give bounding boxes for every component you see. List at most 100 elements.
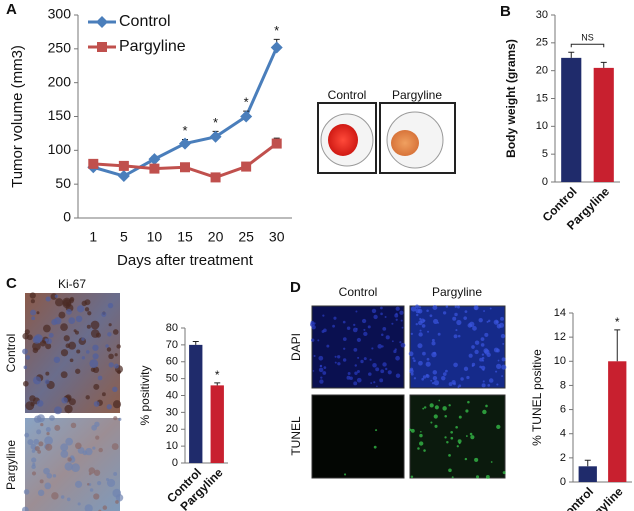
marker [270,41,283,54]
texture-dot [113,416,118,421]
texture-dot [29,292,36,299]
y-tick-label: 0 [560,476,566,488]
texture-dot [464,310,468,313]
x-tick-label: 10 [147,229,163,245]
texture-dot [394,313,399,318]
texture-dot [472,326,477,331]
texture-dot [112,488,122,498]
texture-dot [418,441,424,446]
texture-dot [93,469,101,476]
texture-dot [409,369,414,374]
texture-dot [453,334,458,339]
texture-dot [433,318,439,324]
y-tick-label: 8 [560,379,566,391]
y-tick-label: 200 [48,73,72,89]
y-tick-label: 70 [166,339,178,351]
texture-dot [393,349,397,354]
texture-dot [455,329,458,332]
texture-dot [448,453,451,457]
texture-dot [60,349,69,357]
y-tick-label: 10 [554,355,566,367]
texture-dot [482,380,485,383]
texture-dot [55,298,64,307]
texture-dot [75,315,83,323]
texture-dot [433,351,437,355]
bar [608,361,627,482]
texture-dot [425,374,430,379]
texture-dot [44,379,50,385]
texture-dot [115,500,119,504]
texture-dot [21,506,29,511]
texture-dot [427,330,430,333]
texture-dot [337,362,341,366]
marker [240,110,253,123]
texture-dot [410,372,414,376]
y-tick-label: 30 [166,406,178,418]
texture-dot [422,375,427,379]
texture-dot [465,435,468,437]
texture-dot [353,381,358,386]
texture-dot [117,370,122,375]
texture-dot [60,443,69,452]
texture-dot [354,371,358,375]
x-tick-label: 1 [89,229,97,245]
annotation: NS [581,33,594,43]
texture-dot [488,378,494,383]
texture-dot [474,457,479,462]
y-tick-label: 10 [166,440,178,452]
y-tick-label: 4 [560,428,566,440]
texture-dot [446,441,449,444]
texture-dot [81,300,87,307]
y-tick-label: 0 [172,457,178,469]
texture-dot [423,406,427,409]
texture-dot [92,344,99,351]
texture-dot [496,363,502,370]
texture-dot [423,449,426,452]
tunel-image [409,394,506,479]
texture-dot [108,362,114,368]
texture-dot [30,299,35,304]
y-tick-label: 14 [554,307,566,319]
bracket [570,43,605,48]
legend-marker [96,16,108,28]
y-tick-label: 20 [536,65,548,77]
annotation: * [244,95,249,110]
texture-dot [469,321,475,327]
texture-dot [380,333,384,337]
texture-dot [454,312,458,317]
texture-dot [500,333,506,339]
texture-dot [95,435,100,440]
texture-dot [101,311,107,317]
texture-dot [456,319,462,326]
texture-dot [92,353,99,360]
texture-dot [373,314,378,320]
texture-dot [60,450,69,458]
texture-dot [357,356,360,359]
texture-dot [483,348,489,354]
legend-label: Pargyline [119,38,186,55]
texture-dot [81,337,85,341]
texture-dot [500,316,504,321]
y-axis-title: % positivity [138,365,152,425]
texture-dot [371,347,374,350]
texture-dot [333,316,337,320]
texture-dot [451,476,454,479]
texture-dot [465,409,469,413]
texture-dot [369,358,372,361]
row-label: DAPI [289,333,303,361]
texture-dot [470,435,475,440]
texture-dot [474,306,478,310]
texture-dot [384,316,387,318]
panel-label: A [6,1,17,18]
texture-dot [453,362,458,368]
texture-dot [417,447,420,450]
texture-dot [354,364,358,367]
texture-dot [97,481,102,486]
texture-dot [490,461,493,463]
marker [117,170,130,183]
texture-dot [45,296,51,302]
annotation: * [213,115,218,130]
texture-dot [90,367,96,373]
texture-dot [474,340,480,345]
texture-dot [311,325,316,330]
